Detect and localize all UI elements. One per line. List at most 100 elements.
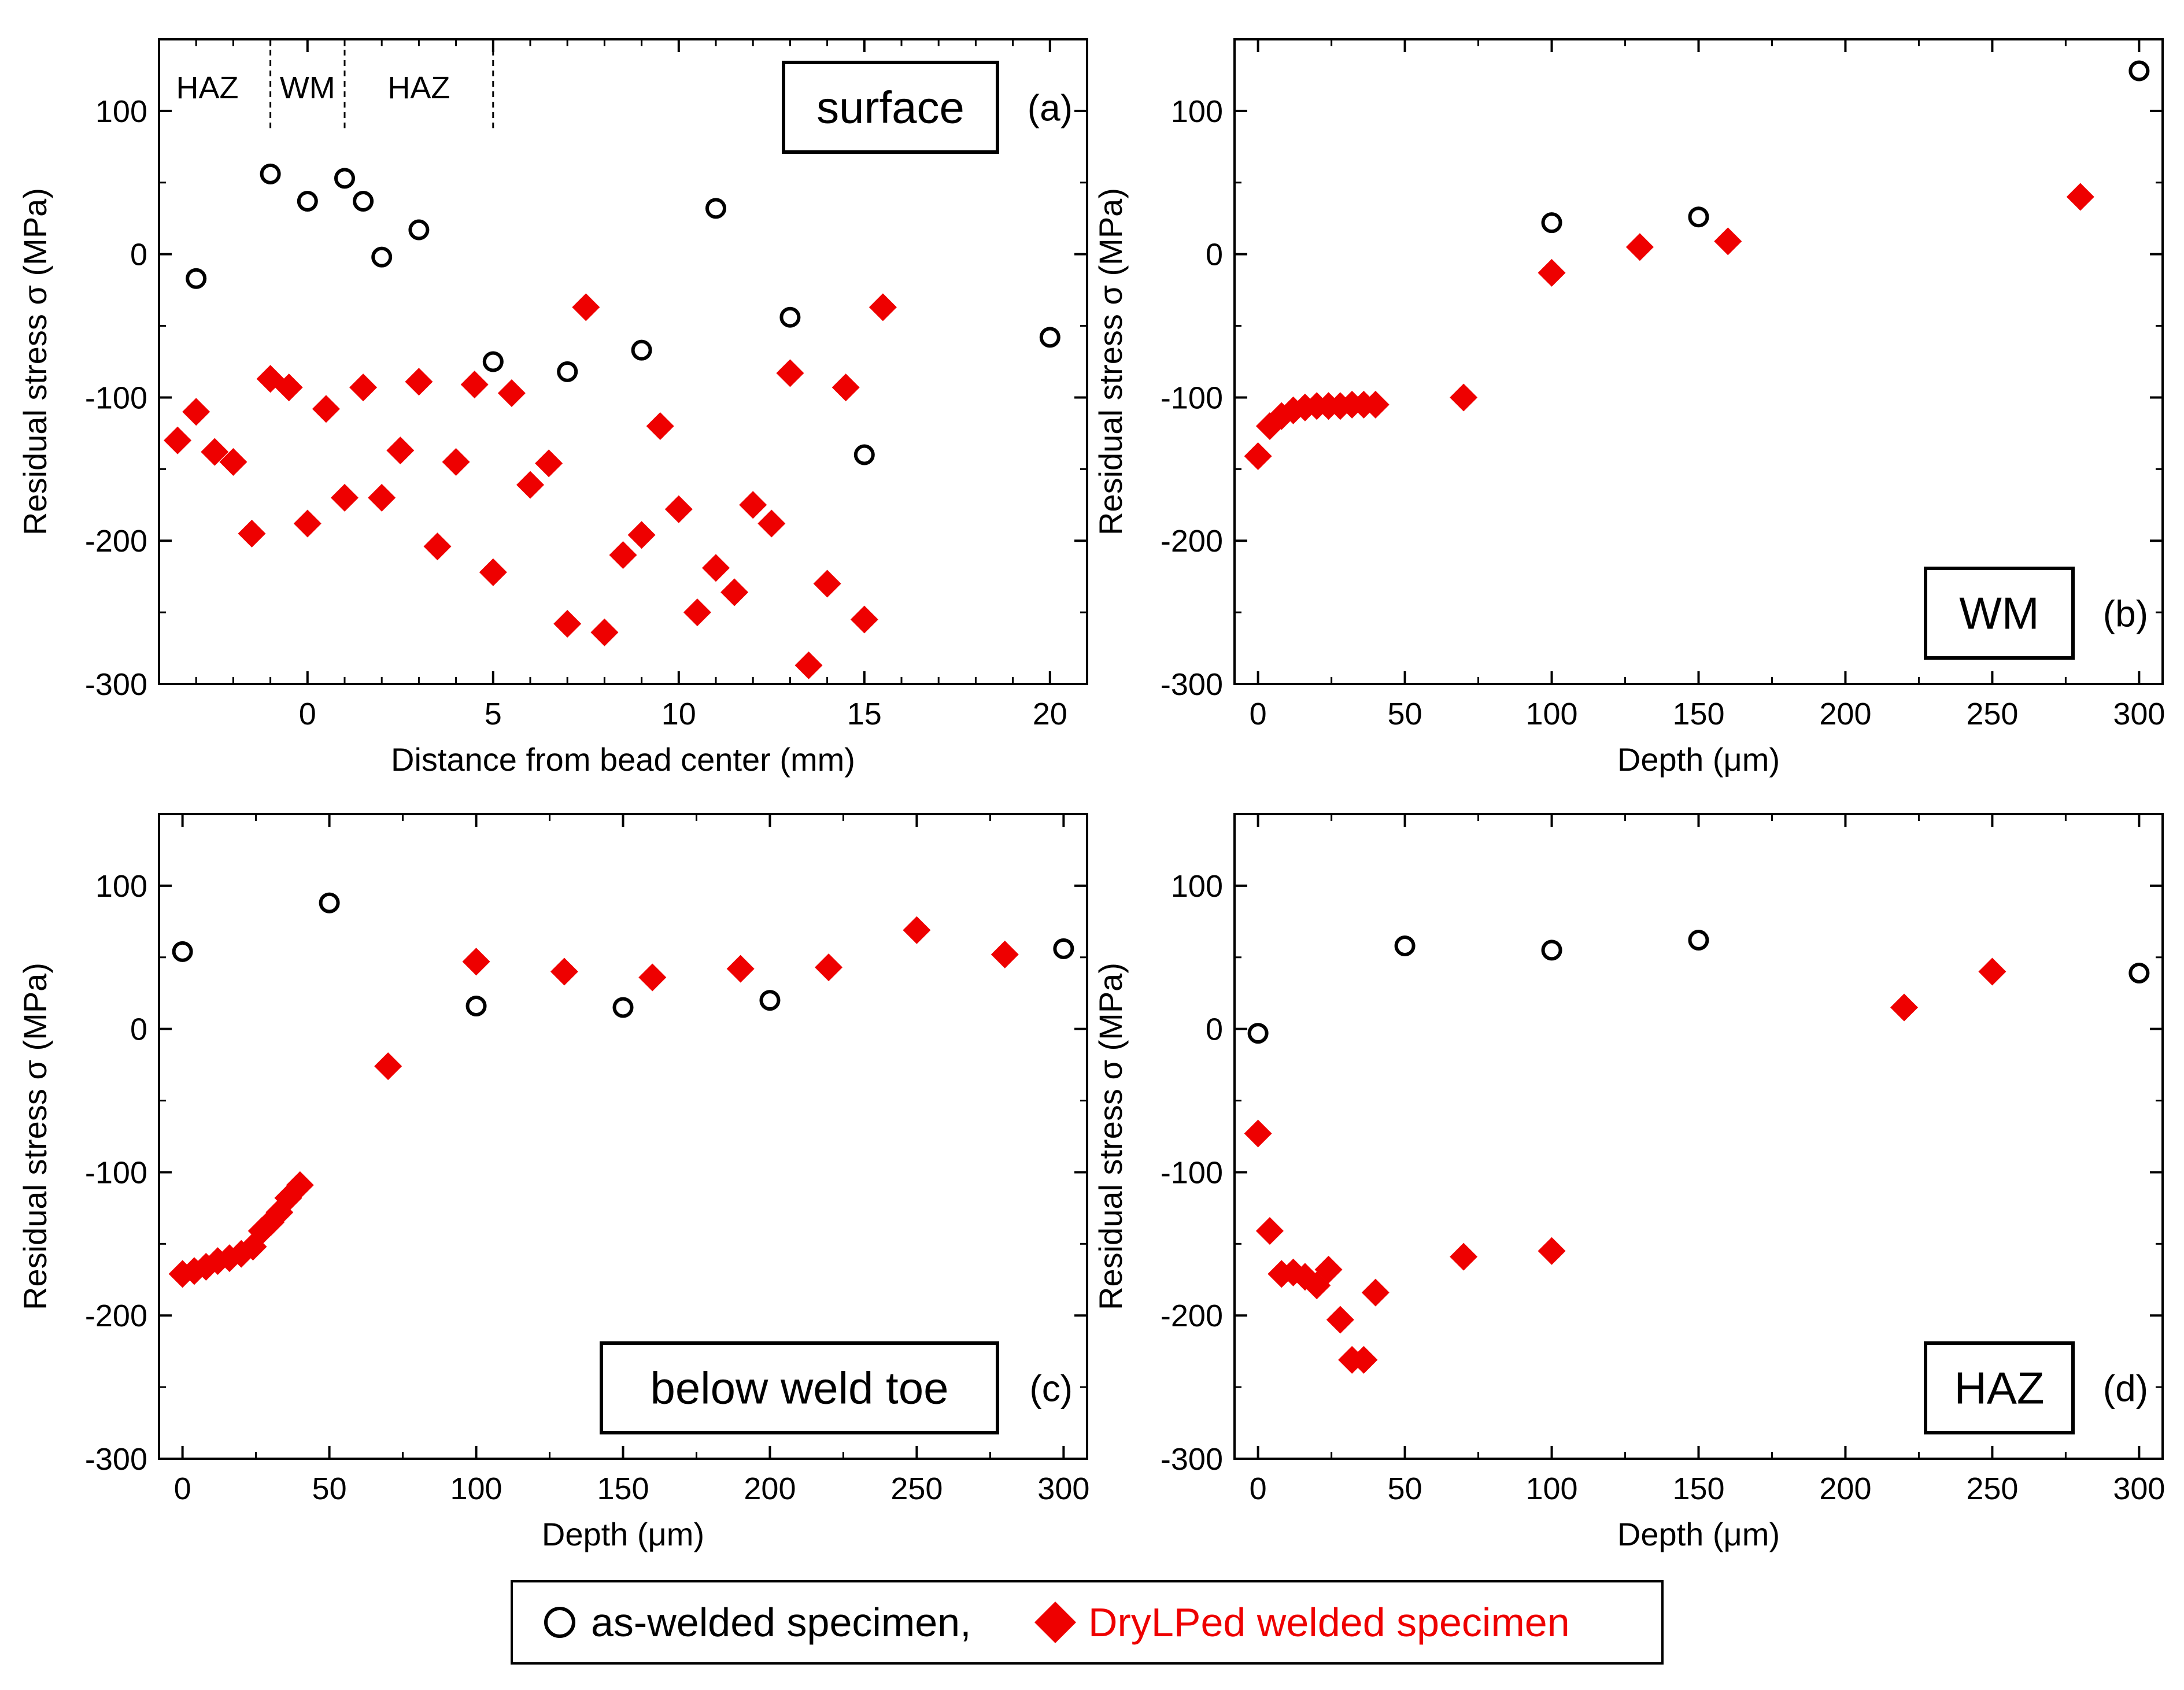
drylped-point [1255, 1217, 1284, 1245]
drylped-point [1326, 1306, 1354, 1334]
drylped-point [1450, 1242, 1478, 1271]
drylped-point [646, 412, 674, 440]
as-welded-point [853, 444, 875, 465]
drylped-point [312, 395, 340, 423]
location-label-box-a [782, 61, 999, 154]
drylped-point [813, 570, 841, 598]
x-tick-label-d: 150 [1672, 1471, 1724, 1506]
x-tick-label-b: 250 [1966, 697, 2018, 731]
y-tick-label-c: -100 [85, 1155, 147, 1190]
region-label-wm: WM [280, 71, 335, 105]
drylped-point [286, 1171, 314, 1199]
location-label-b: WM [1959, 588, 2039, 639]
region-label-haz: HAZ [176, 71, 238, 105]
drylped-point [550, 957, 578, 986]
series-as-welded-c [172, 892, 1074, 1018]
x-tick-label-a: 0 [299, 697, 316, 731]
x-tick-label-a: 5 [485, 697, 502, 731]
legend-circle-marker [544, 1607, 575, 1638]
y-tick-label-a: -100 [85, 380, 147, 415]
x-axis-title-a: Distance from bead center (mm) [391, 741, 855, 778]
drylped-point [815, 953, 843, 982]
drylped-point [553, 609, 582, 638]
x-tick-label-d: 200 [1819, 1471, 1871, 1506]
y-tick-label-b: -100 [1161, 380, 1223, 415]
as-welded-point [1688, 930, 1709, 951]
x-tick-label-d: 0 [1250, 1471, 1267, 1506]
legend-box [511, 1580, 1664, 1665]
y-tick-label-b: 100 [1171, 94, 1223, 129]
y-axis-title-d: Residual stress σ (MPa) [1092, 963, 1129, 1310]
as-welded-point [1541, 940, 1562, 961]
legend: as-welded specimen, DryLPed welded speci… [511, 1580, 1664, 1665]
drylped-point [275, 373, 303, 402]
series-drylped-a [164, 293, 897, 679]
x-tick-label-a: 20 [1033, 697, 1067, 731]
drylped-point [201, 438, 229, 466]
x-tick-label-c: 250 [890, 1471, 943, 1506]
drylped-point [757, 509, 786, 538]
location-label-box-b [1924, 567, 2075, 660]
y-tick-label-c: -200 [85, 1299, 147, 1333]
drylped-point [794, 651, 823, 679]
as-welded-point [1688, 206, 1709, 228]
drylped-point [331, 483, 359, 512]
location-label-d: HAZ [1954, 1363, 2045, 1414]
drylped-point [850, 605, 878, 634]
drylped-point [903, 916, 931, 944]
legend-diamond-marker [1034, 1602, 1076, 1643]
drylped-point [572, 293, 600, 321]
panel-tag-d: (d) [2103, 1368, 2148, 1410]
as-welded-point [631, 339, 652, 361]
y-tick-label-c: -300 [85, 1442, 147, 1477]
as-welded-point [2128, 60, 2150, 82]
series-as-welded-b [1541, 60, 2150, 234]
drylped-point [349, 373, 378, 402]
drylped-point [460, 371, 489, 399]
y-tick-label-d: 0 [1206, 1012, 1223, 1047]
x-tick-label-c: 0 [174, 1471, 191, 1506]
as-welded-point [759, 990, 781, 1011]
y-tick-label-d: 100 [1171, 869, 1223, 904]
drylped-point [182, 398, 210, 426]
drylped-point [1244, 442, 1272, 471]
as-welded-point [260, 163, 281, 184]
drylped-point [1244, 1119, 1272, 1148]
as-welded-point [557, 361, 578, 382]
y-axis-title-a: Residual stress σ (MPa) [17, 188, 53, 535]
y-tick-label-a: 0 [130, 238, 147, 272]
as-welded-point [319, 892, 340, 914]
x-tick-label-d: 100 [1525, 1471, 1577, 1506]
panel-c: 100 0 -100 -200 -300 0 50 100 150 200 250 300 Depth … [17, 813, 1089, 1552]
as-welded-point [1394, 935, 1416, 956]
x-axis-title-d: Depth (μm) [1617, 1516, 1780, 1552]
drylped-point [1361, 390, 1390, 419]
drylped-point [720, 578, 749, 607]
drylped-point [638, 963, 667, 992]
x-axis-title-b: Depth (μm) [1617, 741, 1780, 778]
drylped-point [702, 554, 730, 582]
x-tick-label-a: 10 [662, 697, 696, 731]
drylped-point [479, 558, 507, 586]
x-tick-label-c: 50 [312, 1471, 347, 1506]
location-label-box-d [1924, 1341, 2075, 1434]
x-tick-label-c: 150 [597, 1471, 649, 1506]
y-tick-label-a: 100 [95, 94, 147, 129]
drylped-point [516, 471, 544, 499]
drylped-point [238, 519, 266, 548]
panel-a: 100 0 -100 -200 -300 0 5 10 15 20 Distance from be… [17, 38, 1088, 778]
drylped-point [683, 598, 711, 627]
y-tick-label-c: 100 [95, 869, 147, 904]
drylped-point [1350, 1346, 1378, 1374]
x-axis-title-c: Depth (μm) [542, 1516, 704, 1552]
y-tick-label-d: -100 [1161, 1155, 1223, 1190]
drylped-point [832, 373, 860, 402]
y-tick-label-d: -200 [1161, 1299, 1223, 1333]
drylped-point [1538, 1237, 1566, 1265]
y-tick-label-a: -300 [85, 667, 147, 702]
as-welded-point [297, 190, 318, 212]
y-tick-label-d: -300 [1161, 1442, 1223, 1477]
as-welded-point [1039, 327, 1060, 348]
x-tick-label-b: 50 [1388, 697, 1422, 731]
y-tick-label-b: 0 [1206, 238, 1223, 272]
